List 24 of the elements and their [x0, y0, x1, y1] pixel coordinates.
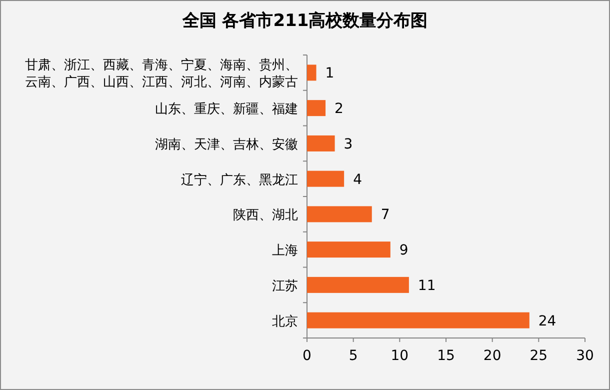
ycat: 辽宁、广东、黑龙江: [181, 172, 298, 188]
data-label: 11: [418, 278, 436, 294]
xtick: 15: [437, 348, 455, 364]
data-label: 1: [325, 66, 334, 82]
ycat: 甘肃、浙江、西藏、青海、宁夏、海南、贵州、云南、广西、山西、江西、河北、河南、内蒙古: [25, 58, 298, 90]
ycat: 陕西、湖北: [233, 208, 298, 224]
ycat: 江苏: [272, 278, 298, 294]
data-label: 2: [334, 101, 344, 118]
xtick: 0: [302, 348, 312, 364]
xtick: 20: [483, 348, 502, 364]
data-label: 4: [353, 172, 362, 188]
ycat: 湖南、天津、吉林、安徽: [155, 137, 298, 152]
data-label: 9: [399, 242, 408, 259]
ycat: 上海: [272, 244, 298, 259]
data-label: 3: [344, 136, 353, 152]
title: 全国 各省市211高校数量分布图: [182, 11, 428, 31]
ycat: 北京: [272, 314, 298, 330]
xtick: 30: [576, 348, 594, 364]
data-label: 24: [538, 313, 556, 330]
data-label: 7: [380, 207, 390, 224]
xtick: 5: [348, 348, 358, 364]
xtick: 25: [530, 348, 548, 364]
ycat: 山东、重庆、新疆、福建: [155, 102, 298, 118]
xtick: 10: [390, 348, 409, 364]
